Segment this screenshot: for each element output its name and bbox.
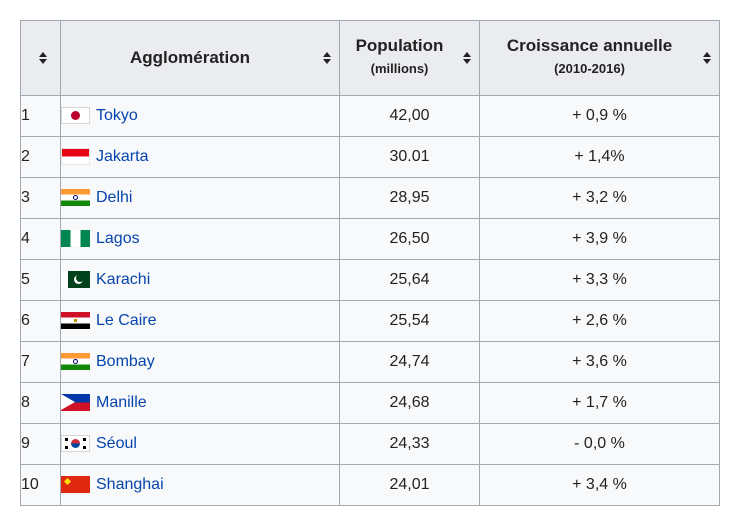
city-cell: Séoul	[60, 423, 340, 465]
city-link-shanghai[interactable]: Shanghai	[96, 475, 164, 493]
growth-cell: + 3,2 %	[479, 177, 720, 219]
japan-flag-icon	[61, 107, 90, 125]
table-row: 5 Karachi 25,64 + 3,3 %	[20, 259, 720, 301]
growth-cell: + 3,4 %	[479, 464, 720, 506]
rank-cell: 7	[20, 341, 61, 383]
rank-column-header[interactable]	[20, 20, 61, 96]
population-cell: 42,00	[339, 95, 480, 137]
sort-icon[interactable]	[703, 52, 711, 64]
nigeria-flag-icon	[61, 230, 90, 248]
city-cell: Tokyo	[60, 95, 340, 137]
city-cell: Bombay	[60, 341, 340, 383]
population-cell: 25,64	[339, 259, 480, 301]
sort-icon[interactable]	[323, 52, 331, 64]
table-header: Agglomération Population (millions) Croi…	[20, 20, 720, 96]
growth-cell: + 0,9 %	[479, 95, 720, 137]
rank-cell: 10	[20, 464, 61, 506]
growth-cell: + 1,7 %	[479, 382, 720, 424]
city-link-manille[interactable]: Manille	[96, 393, 147, 411]
table-row: 8 Manille 24,68 + 1,7 %	[20, 382, 720, 424]
city-cell: Jakarta	[60, 136, 340, 178]
city-link-tokyo[interactable]: Tokyo	[96, 106, 138, 124]
population-cell: 24,74	[339, 341, 480, 383]
growth-header-period: (2010-2016)	[554, 61, 625, 76]
growth-cell: + 3,6 %	[479, 341, 720, 383]
rank-cell: 9	[20, 423, 61, 465]
growth-cell: + 1,4%	[479, 136, 720, 178]
city-cell: Delhi	[60, 177, 340, 219]
china-flag-icon	[61, 476, 90, 494]
city-link-le-caire[interactable]: Le Caire	[96, 311, 157, 329]
population-cell: 24,33	[339, 423, 480, 465]
city-link-lagos[interactable]: Lagos	[96, 229, 140, 247]
population-column-header[interactable]: Population (millions)	[339, 20, 480, 96]
growth-cell: + 3,9 %	[479, 218, 720, 260]
city-cell: Manille	[60, 382, 340, 424]
growth-cell: + 2,6 %	[479, 300, 720, 342]
city-header-label: Agglomération	[130, 48, 250, 67]
city-cell: Le Caire	[60, 300, 340, 342]
city-link-karachi[interactable]: Karachi	[96, 270, 151, 288]
city-cell: Karachi	[60, 259, 340, 301]
growth-column-header[interactable]: Croissance annuelle (2010-2016)	[479, 20, 720, 96]
sort-icon[interactable]	[463, 52, 471, 64]
population-cell: 24,01	[339, 464, 480, 506]
table-row: 2 Jakarta 30.01 + 1,4%	[20, 136, 720, 178]
indonesia-flag-icon	[61, 148, 90, 166]
city-link-jakarta[interactable]: Jakarta	[96, 147, 149, 165]
rank-cell: 8	[20, 382, 61, 424]
cities-table: Agglomération Population (millions) Croi…	[20, 20, 720, 506]
city-link-seoul[interactable]: Séoul	[96, 434, 137, 452]
population-header-unit: (millions)	[370, 61, 429, 76]
table-body: 1 Tokyo 42,00 + 0,9 % 2 Jakarta 30.01 + …	[20, 95, 720, 506]
population-header-title: Population	[355, 36, 444, 55]
rank-cell: 3	[20, 177, 61, 219]
india-flag-icon	[61, 189, 90, 207]
page-content: Agglomération Population (millions) Croi…	[20, 20, 720, 506]
rank-cell: 5	[20, 259, 61, 301]
table-row: 4 Lagos 26,50 + 3,9 %	[20, 218, 720, 260]
rank-cell: 1	[20, 95, 61, 137]
population-cell: 26,50	[339, 218, 480, 260]
population-cell: 30.01	[339, 136, 480, 178]
rank-cell: 6	[20, 300, 61, 342]
city-cell: Lagos	[60, 218, 340, 260]
philippines-flag-icon	[61, 394, 90, 412]
table-row: 3 Delhi 28,95 + 3,2 %	[20, 177, 720, 219]
population-cell: 24,68	[339, 382, 480, 424]
table-row: 6 Le Caire 25,54 + 2,6 %	[20, 300, 720, 342]
egypt-flag-icon	[61, 312, 90, 330]
india-flag-icon	[61, 353, 90, 371]
growth-cell: - 0,0 %	[479, 423, 720, 465]
south-korea-flag-icon	[61, 435, 90, 453]
population-header-label: Population (millions)	[340, 35, 479, 81]
growth-header-title: Croissance annuelle	[506, 36, 673, 55]
table-row: 9 Séoul 24,33 - 0,0 %	[20, 423, 720, 465]
rank-cell: 2	[20, 136, 61, 178]
city-cell: Shanghai	[60, 464, 340, 506]
rank-cell: 4	[20, 218, 61, 260]
header-row: Agglomération Population (millions) Croi…	[20, 20, 720, 96]
growth-header-label: Croissance annuelle (2010-2016)	[480, 35, 719, 81]
city-link-delhi[interactable]: Delhi	[96, 188, 133, 206]
pakistan-flag-icon	[61, 271, 90, 289]
table-row: 1 Tokyo 42,00 + 0,9 %	[20, 95, 720, 137]
growth-cell: + 3,3 %	[479, 259, 720, 301]
sort-icon[interactable]	[39, 52, 47, 64]
city-column-header[interactable]: Agglomération	[60, 20, 340, 96]
population-cell: 25,54	[339, 300, 480, 342]
table-row: 7 Bombay 24,74 + 3,6 %	[20, 341, 720, 383]
table-row: 10 Shanghai 24,01 + 3,4 %	[20, 464, 720, 506]
population-cell: 28,95	[339, 177, 480, 219]
city-link-bombay[interactable]: Bombay	[96, 352, 155, 370]
